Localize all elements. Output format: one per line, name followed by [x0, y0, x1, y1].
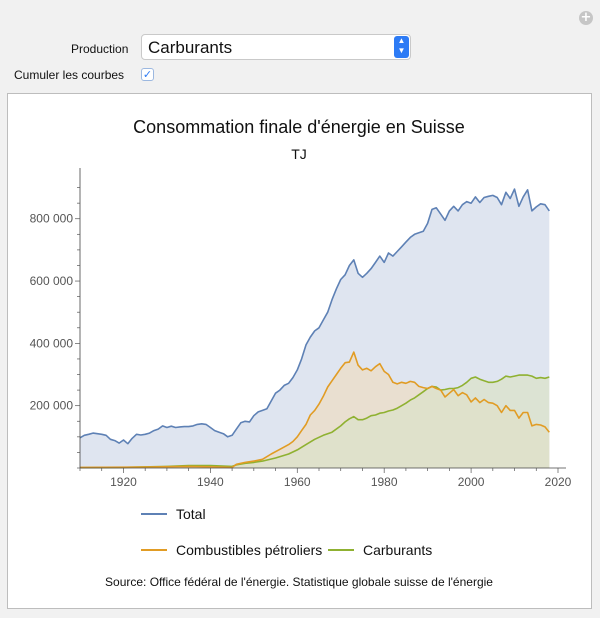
legend-label-0: Total [176, 506, 206, 522]
y-tick-label: 400 000 [30, 336, 74, 350]
series-line-0 [79, 188, 550, 445]
legend-label-2: Carburants [363, 542, 432, 558]
checkmark-icon: ✓ [142, 68, 153, 81]
production-label: Production [71, 42, 129, 56]
y-tick-label: 200 000 [30, 399, 74, 413]
x-tick-label: 2000 [458, 475, 485, 489]
chart-panel: Consommation finale d'énergie en Suisse T… [7, 93, 592, 609]
x-tick-label: 1980 [371, 475, 398, 489]
chart-subtitle: TJ [291, 146, 307, 162]
chart-svg: Consommation finale d'énergie en Suisse T… [30, 117, 572, 589]
series-line-1 [79, 351, 550, 469]
x-tick-label: 1960 [284, 475, 311, 489]
area-2 [80, 375, 550, 468]
chevron-updown-icon: ▲ ▼ [394, 36, 409, 58]
y-tick-label: 800 000 [30, 212, 74, 226]
add-icon[interactable]: + [579, 10, 593, 25]
x-tick-label: 2020 [545, 475, 572, 489]
x-tick-label: 1940 [197, 475, 224, 489]
x-tick-label: 1920 [110, 475, 137, 489]
chart-source: Source: Office fédéral de l'énergie. Sta… [105, 575, 493, 589]
production-select-value: Carburants [148, 38, 233, 57]
series-line-2 [79, 374, 550, 469]
production-select[interactable]: Carburants ▲ ▼ [141, 34, 411, 60]
cumulate-checkbox[interactable]: ✓ [141, 68, 154, 81]
cumulate-label: Cumuler les courbes [14, 68, 125, 82]
chart-title: Consommation finale d'énergie en Suisse [133, 117, 465, 137]
legend-label-1: Combustibles pétroliers [176, 542, 322, 558]
y-tick-label: 600 000 [30, 274, 74, 288]
